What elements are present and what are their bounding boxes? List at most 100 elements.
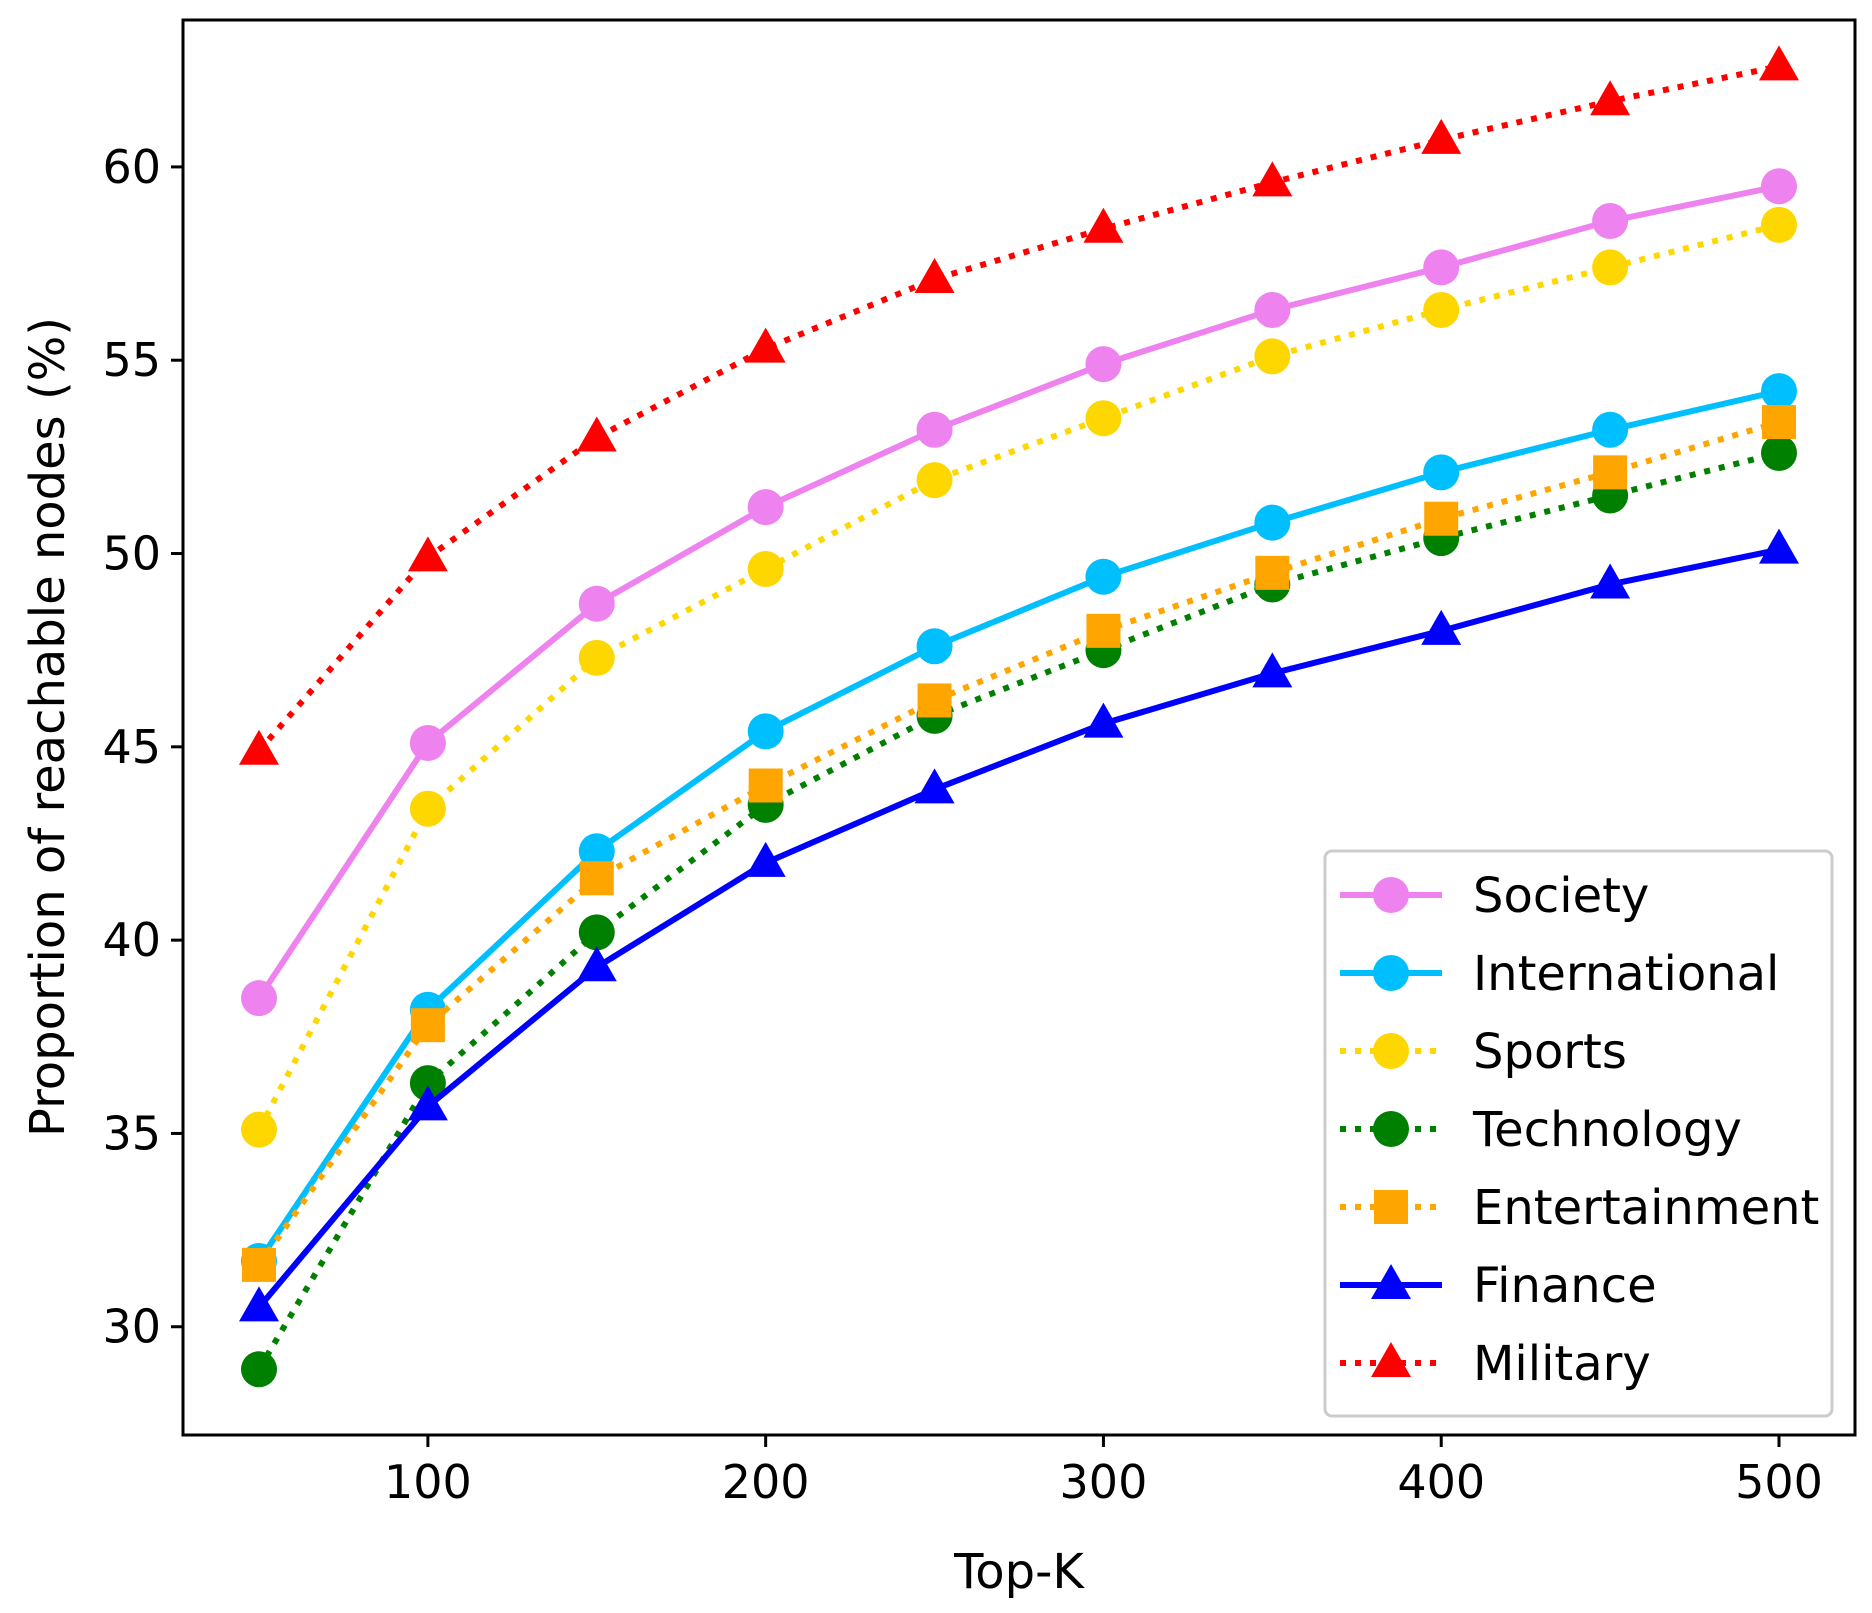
data-point-international (578, 833, 615, 870)
legend-marker-finance (1371, 1264, 1411, 1299)
series-sports (241, 206, 1797, 1148)
legend-label-international: International (1473, 946, 1779, 1002)
data-point-sports (1085, 400, 1122, 437)
data-point-society (1254, 291, 1291, 328)
data-point-finance (1590, 563, 1631, 599)
data-point-military (1590, 80, 1631, 116)
series-line-technology (256, 450, 1780, 1371)
data-point-finance (1759, 528, 1799, 564)
data-point-society (578, 585, 615, 622)
legend-entry-military: Military (1340, 1336, 1651, 1392)
data-point-entertainment (1255, 555, 1290, 590)
data-point-entertainment (1424, 501, 1459, 536)
data-point-international (1761, 373, 1797, 410)
x-tick-label: 100 (384, 1455, 472, 1509)
x-tick-label: 400 (1397, 1455, 1485, 1509)
legend-label-technology: Technology (1472, 1102, 1742, 1158)
data-point-sports (1254, 338, 1291, 375)
series-finance (239, 528, 1799, 1322)
legend-label-finance: Finance (1473, 1258, 1657, 1314)
data-point-society (747, 489, 784, 526)
data-point-sports (916, 462, 953, 499)
data-point-international (1085, 558, 1122, 595)
data-point-sports (1761, 206, 1797, 243)
series-entertainment (242, 405, 1796, 1282)
legend-label-sports: Sports (1473, 1024, 1627, 1080)
legend-marker-military (1371, 1342, 1411, 1377)
axes-frame (181, 18, 1857, 1437)
data-point-military (576, 416, 617, 452)
data-point-sports (409, 790, 446, 827)
data-point-finance (1252, 652, 1293, 688)
data-point-finance (745, 841, 786, 877)
data-point-military (1421, 118, 1462, 154)
data-point-society (1761, 168, 1797, 205)
data-point-international (1592, 411, 1629, 448)
legend-entry-finance: Finance (1340, 1258, 1657, 1314)
series-military (239, 45, 1799, 765)
series-society (241, 168, 1797, 1017)
data-point-technology (1761, 435, 1797, 472)
legend-marker-entertainment (1374, 1190, 1408, 1224)
data-point-finance (1083, 702, 1124, 738)
data-point-technology (241, 1351, 277, 1388)
x-tick-label: 300 (1060, 1455, 1148, 1509)
data-point-finance (576, 946, 617, 982)
data-point-entertainment (917, 683, 952, 718)
data-point-international (916, 628, 953, 665)
legend-frame (1323, 849, 1834, 1418)
y-tick-label: 55 (102, 333, 161, 387)
data-point-sports (1423, 291, 1460, 328)
data-point-technology (409, 1065, 446, 1102)
data-point-military (914, 258, 955, 294)
series-line-society (256, 183, 1780, 1000)
data-point-international (747, 713, 784, 750)
legend-entry-society: Society (1340, 868, 1649, 924)
data-point-finance (407, 1085, 448, 1121)
data-point-military (1759, 45, 1799, 81)
data-point-society (241, 980, 277, 1017)
series-line-finance (256, 546, 1780, 1310)
data-point-military (1083, 207, 1124, 243)
data-point-international (1423, 454, 1460, 491)
legend-marker-technology (1373, 1111, 1409, 1147)
data-point-sports (578, 639, 615, 676)
data-point-technology (578, 914, 615, 951)
data-point-military (239, 729, 279, 765)
y-axis-label: Proportion of reachable nodes (%) (20, 317, 76, 1137)
data-point-society (409, 724, 446, 761)
data-point-finance (239, 1286, 279, 1322)
x-axis-label: Top-K (953, 1544, 1085, 1600)
y-tick-label: 50 (102, 527, 161, 581)
series-line-military (256, 63, 1780, 753)
data-point-society (916, 411, 953, 448)
legend-marker-international (1373, 955, 1409, 991)
data-point-sports (1592, 249, 1629, 286)
y-tick-label: 45 (102, 720, 161, 774)
legend-label-society: Society (1473, 868, 1649, 924)
data-point-military (745, 327, 786, 363)
x-tick-label: 500 (1735, 1455, 1823, 1509)
legend-entry-entertainment: Entertainment (1340, 1180, 1819, 1236)
data-point-entertainment (1086, 613, 1121, 648)
data-point-sports (241, 1111, 277, 1148)
data-point-entertainment (1593, 455, 1628, 490)
data-point-military (1252, 161, 1293, 197)
data-point-entertainment (1762, 405, 1796, 440)
data-point-society (1592, 203, 1629, 240)
legend-entry-sports: Sports (1340, 1024, 1627, 1080)
legend-entry-international: International (1340, 946, 1779, 1002)
data-point-sports (747, 550, 784, 587)
y-tick-label: 30 (102, 1300, 161, 1354)
data-point-society (1423, 249, 1460, 286)
legend-marker-sports (1373, 1033, 1409, 1069)
legend: Society International Sports Technology Ente… (1323, 849, 1834, 1418)
data-point-international (1254, 504, 1291, 541)
data-point-society (1085, 346, 1122, 383)
data-point-finance (1421, 609, 1462, 645)
series-line-sports (256, 221, 1780, 1131)
data-point-entertainment (410, 1008, 445, 1043)
legend-label-military: Military (1473, 1336, 1651, 1392)
